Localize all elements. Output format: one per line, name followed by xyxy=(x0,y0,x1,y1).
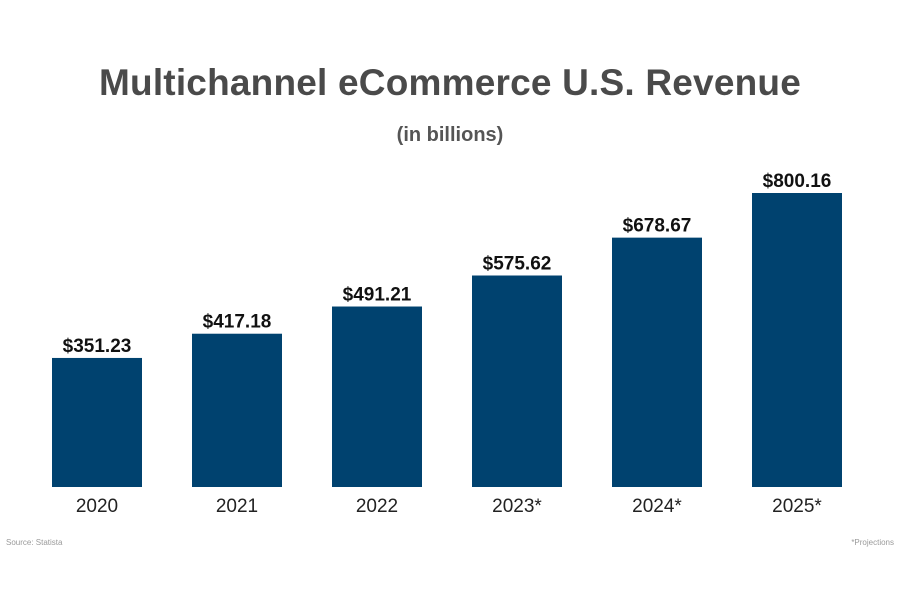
projection-note: *Projections xyxy=(851,538,894,547)
chart-title: Multichannel eCommerce U.S. Revenue xyxy=(99,62,801,103)
bar-2021 xyxy=(192,333,282,487)
bar-value-label: $417.18 xyxy=(203,312,272,333)
x-tick-label: 2020 xyxy=(76,496,118,517)
bar-2025-projected xyxy=(752,193,842,487)
bar-2020 xyxy=(52,357,142,487)
bar-value-label: $491.21 xyxy=(343,285,412,306)
bar-value-label: $800.16 xyxy=(763,171,832,192)
chart-subtitle: (in billions) xyxy=(396,124,504,146)
bar-value-label: $351.23 xyxy=(63,336,132,357)
bar-2023-projected xyxy=(472,275,562,487)
x-tick-label: 2024* xyxy=(632,496,682,517)
x-tick-label: 2025* xyxy=(772,496,822,517)
source-note: Source: Statista xyxy=(6,538,63,547)
bar-2022 xyxy=(332,306,422,487)
x-tick-label: 2022 xyxy=(356,496,398,517)
x-tick-label: 2021 xyxy=(216,496,258,517)
bar-2024-projected xyxy=(612,237,702,487)
bar-value-label: $678.67 xyxy=(623,216,692,237)
x-tick-label: 2023* xyxy=(492,496,542,517)
bar-value-label: $575.62 xyxy=(483,254,552,275)
